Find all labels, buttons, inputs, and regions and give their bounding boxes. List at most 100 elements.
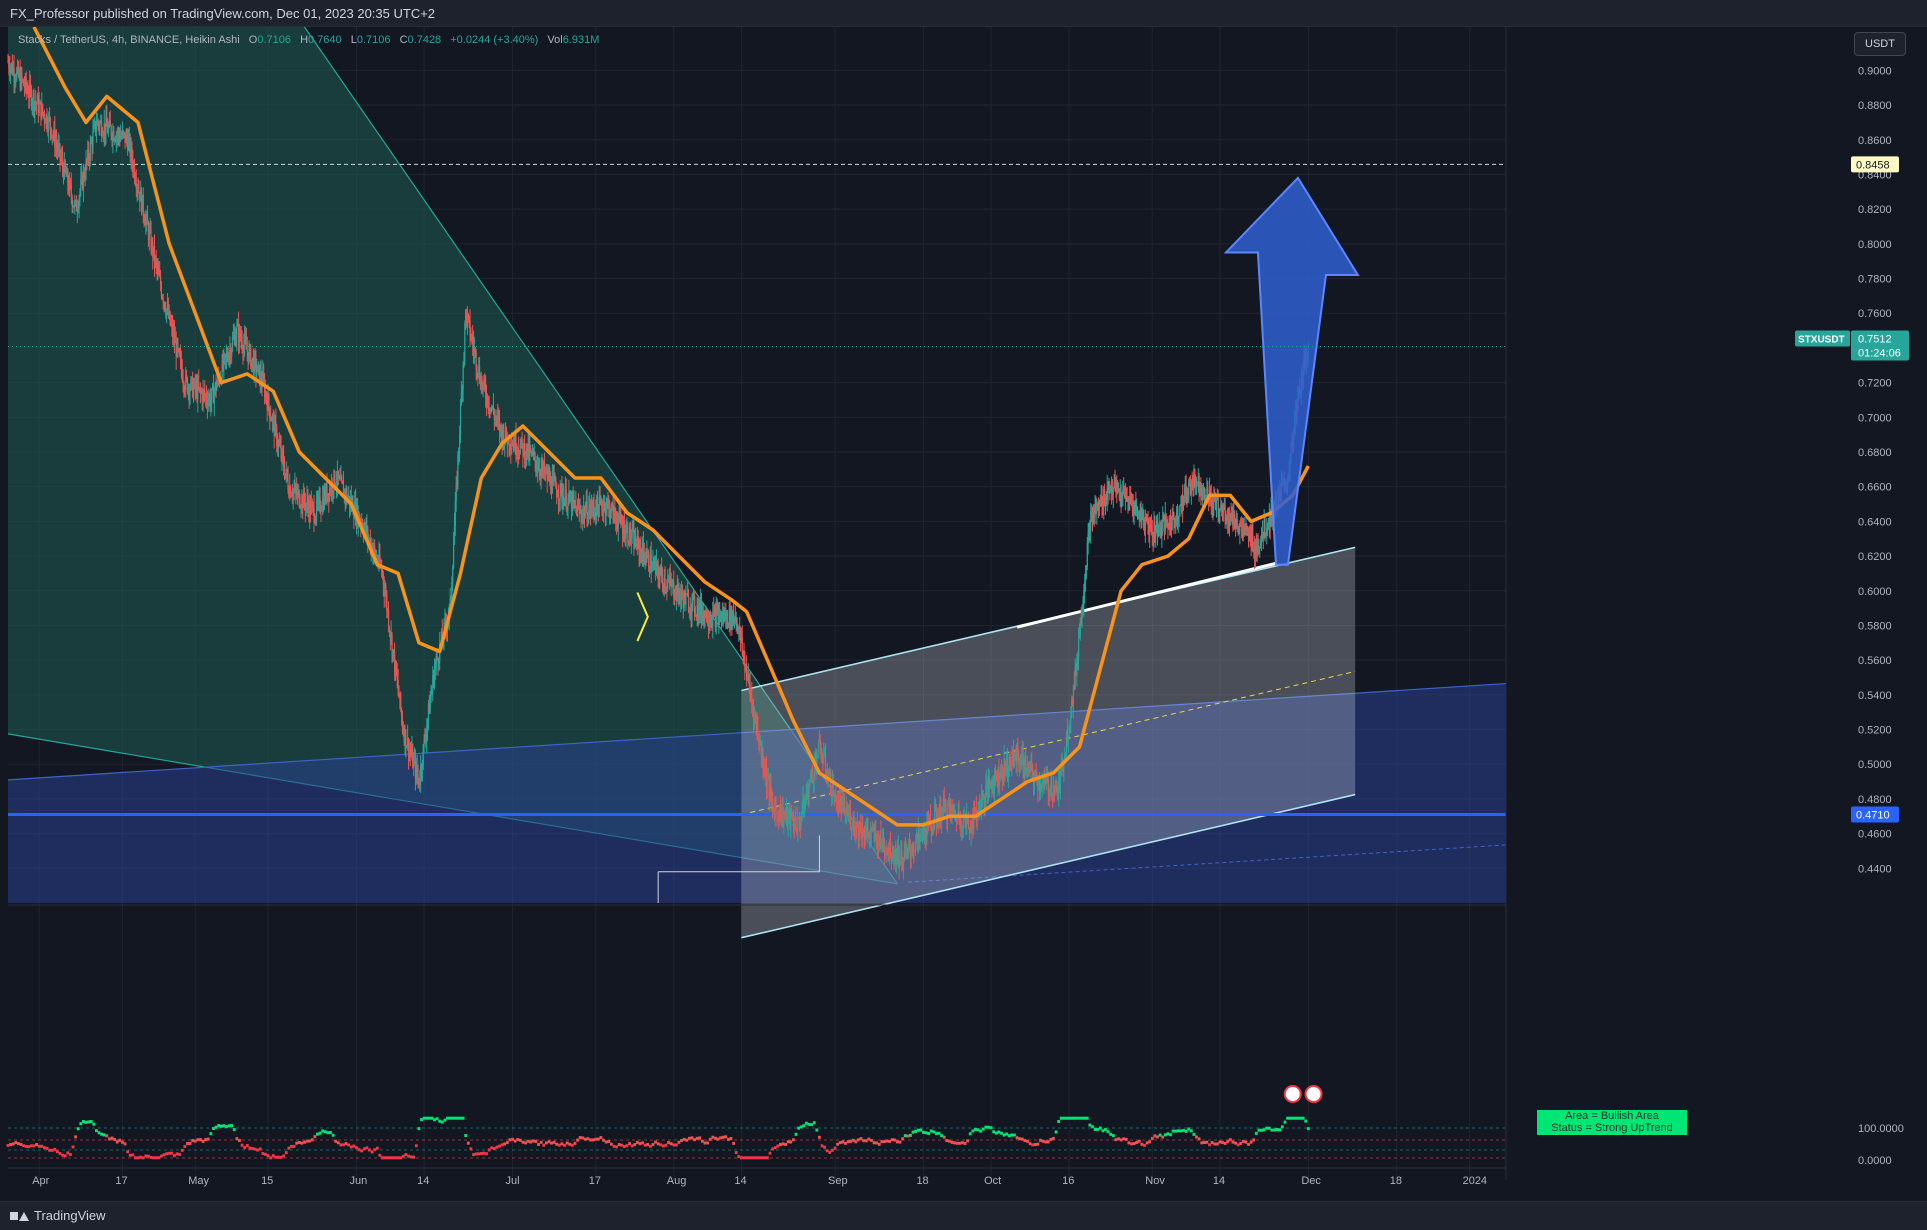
candle-body bbox=[459, 404, 462, 435]
high-value: 0.7640 bbox=[308, 34, 342, 46]
candle-body bbox=[806, 784, 808, 796]
indicator-point bbox=[495, 1145, 499, 1149]
candle-body bbox=[748, 675, 750, 684]
price-chart[interactable]: 0.90000.88000.86000.84000.82000.80000.78… bbox=[0, 27, 1927, 1201]
candle-body bbox=[1181, 494, 1183, 505]
candle-body bbox=[1214, 499, 1217, 510]
candle-body bbox=[574, 500, 576, 506]
indicator-status-annotation: Area = Bullish Area Status = Strong UpTr… bbox=[1537, 1110, 1687, 1135]
candle-body bbox=[973, 807, 976, 811]
candle-body bbox=[754, 712, 756, 718]
candle-body bbox=[256, 371, 258, 374]
candle-body bbox=[1156, 520, 1159, 536]
candle-body bbox=[1046, 778, 1049, 780]
candle-body bbox=[190, 378, 192, 390]
indicator-point bbox=[1171, 1129, 1175, 1133]
candle-body bbox=[498, 419, 501, 432]
candle-body bbox=[988, 778, 990, 785]
candle-body bbox=[1222, 507, 1224, 513]
candle-body bbox=[50, 128, 52, 137]
candle-body bbox=[899, 862, 901, 867]
indicator-point bbox=[1020, 1137, 1024, 1141]
candle-body bbox=[1006, 757, 1008, 767]
indicator-point bbox=[771, 1147, 775, 1151]
candle-body bbox=[921, 829, 923, 838]
candle-body bbox=[267, 394, 269, 411]
indicator-point bbox=[82, 1119, 85, 1123]
price-tick-label: 0.7800 bbox=[1858, 274, 1892, 286]
candle-body bbox=[1154, 521, 1156, 537]
candle-body bbox=[1148, 524, 1150, 535]
candle-body bbox=[572, 495, 574, 502]
candle-body bbox=[512, 443, 515, 447]
candle-body bbox=[643, 553, 645, 563]
indicator-point bbox=[708, 1137, 712, 1141]
indicator-point bbox=[612, 1144, 616, 1148]
currency-button[interactable]: USDT bbox=[1854, 32, 1906, 56]
candle-body bbox=[473, 349, 475, 352]
candle-body bbox=[928, 817, 930, 820]
candle-body bbox=[1005, 766, 1007, 772]
candle-body bbox=[444, 620, 446, 623]
candle-body bbox=[379, 554, 381, 566]
indicator-point bbox=[401, 1154, 405, 1158]
candle-body bbox=[495, 417, 497, 419]
candle-body bbox=[1165, 515, 1167, 522]
annotation-area-text: Area = Bullish Area bbox=[1565, 1110, 1659, 1122]
candle-body bbox=[119, 135, 121, 141]
indicator-point bbox=[987, 1125, 990, 1129]
indicator-point bbox=[594, 1137, 598, 1141]
candle-body bbox=[594, 512, 596, 514]
candle-body bbox=[575, 505, 577, 507]
level-price-tag bbox=[1851, 156, 1899, 173]
candle-body bbox=[316, 499, 318, 518]
indicator-point bbox=[420, 1118, 423, 1122]
candle-body bbox=[189, 389, 191, 396]
footer-brand[interactable]: TradingView bbox=[10, 1208, 106, 1223]
candle-body bbox=[420, 765, 423, 771]
indicator-point bbox=[1054, 1130, 1058, 1134]
candle-body bbox=[570, 496, 572, 502]
candle-body bbox=[241, 340, 243, 349]
candle-body bbox=[1071, 699, 1073, 716]
candle-body bbox=[1210, 494, 1212, 509]
candle-body bbox=[1231, 513, 1233, 520]
candle-body bbox=[49, 116, 51, 118]
indicator-point bbox=[407, 1154, 410, 1158]
candle-body bbox=[484, 378, 486, 387]
indicator-point bbox=[841, 1140, 845, 1144]
candle-body bbox=[1107, 487, 1109, 494]
candle-body bbox=[1235, 519, 1237, 529]
candle-body bbox=[105, 117, 107, 135]
candle-body bbox=[1022, 753, 1024, 770]
indicator-point bbox=[238, 1139, 241, 1143]
indicator-point bbox=[739, 1156, 743, 1160]
indicator-point bbox=[877, 1142, 881, 1146]
candle-body bbox=[787, 813, 789, 823]
candle-body bbox=[752, 707, 755, 721]
candle-body bbox=[791, 811, 793, 819]
indicator-point bbox=[687, 1136, 691, 1140]
candle-body bbox=[772, 798, 774, 808]
indicator-point bbox=[893, 1138, 897, 1142]
candle-body bbox=[210, 400, 212, 407]
candle-body bbox=[324, 491, 326, 501]
indicator-point bbox=[141, 1156, 145, 1160]
candle-body bbox=[903, 850, 905, 861]
candle-body bbox=[90, 141, 92, 143]
indicator-point bbox=[391, 1156, 395, 1160]
candle-body bbox=[502, 430, 504, 444]
indicator-point bbox=[1176, 1129, 1180, 1133]
candle-body bbox=[1247, 528, 1249, 530]
time-tick-label: Aug bbox=[667, 1175, 687, 1187]
candle-body bbox=[983, 793, 985, 805]
price-tick-label: 0.6000 bbox=[1858, 586, 1892, 598]
candle-body bbox=[1102, 507, 1104, 509]
candle-body bbox=[1265, 534, 1267, 536]
candle-body bbox=[233, 334, 235, 337]
candle-body bbox=[928, 817, 931, 820]
indicator-point bbox=[935, 1132, 938, 1136]
candle-body bbox=[803, 798, 805, 812]
candle-body bbox=[1002, 778, 1004, 780]
candle-body bbox=[1035, 769, 1037, 776]
